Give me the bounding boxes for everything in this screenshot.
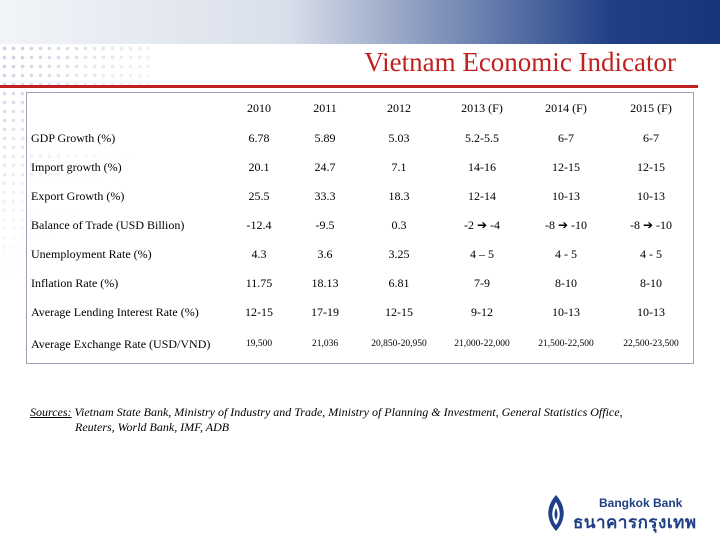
economic-indicator-table: 2010 2011 2012 2013 (F) 2014 (F) 2015 (F… [26, 92, 694, 361]
table-row: Average Lending Interest Rate (%) 12-15 17… [26, 298, 694, 327]
table-cell: 10-13 [608, 182, 694, 211]
table-cell: 8-10 [640, 276, 662, 290]
row-label: Average Lending Interest Rate (%) [26, 298, 226, 327]
row-label: Export Growth (%) [26, 182, 226, 211]
table-cell: 21,000-22,000 [454, 339, 510, 349]
table-cell: 3.25 [358, 240, 440, 269]
table-cell: 6-7 [608, 124, 694, 153]
table-cell: 21,036 [311, 339, 339, 349]
table-cell: 6.78 [226, 124, 292, 153]
table-cell: 18.3 [358, 182, 440, 211]
table-cell: 4 - 5 [608, 240, 694, 269]
table-cell: -8 ➔ -10 [629, 218, 673, 232]
lotus-icon [548, 495, 564, 531]
table-cell: 19,500 [245, 339, 273, 349]
header-cell: 2013 (F) [440, 92, 524, 124]
table-cell: 25.5 [226, 182, 292, 211]
table-row: GDP Growth (%) 6.78 5.89 5.03 5.2-5.5 6-7 6-7 [26, 124, 694, 153]
row-label: Inflation Rate (%) [31, 276, 119, 290]
header-cell [26, 92, 226, 124]
sources-line-1: Vietnam State Bank, Ministry of Industry… [71, 405, 623, 419]
table-cell: 12-15 [358, 298, 440, 327]
table-cell: 7.1 [391, 160, 407, 174]
table-cell: 24.7 [314, 160, 336, 174]
sources-note: Sources: Vietnam State Bank, Ministry of… [30, 405, 670, 435]
table-cell: 11.75 [245, 276, 273, 290]
table-cell: 7-9 [474, 276, 490, 290]
table-cell: 6.81 [388, 276, 410, 290]
table-cell: 12-15 [637, 160, 665, 174]
table-cell: 20,850-20,950 [371, 339, 427, 349]
header-cell: 2014 (F) [524, 92, 608, 124]
table-cell: 21,500-22,500 [538, 339, 594, 349]
table-cell: 4 – 5 [440, 240, 524, 269]
table-cell: 33.3 [292, 182, 358, 211]
table-header-row: 2010 2011 2012 2013 (F) 2014 (F) 2015 (F… [26, 92, 694, 124]
table-row: Import growth (%) 20.1 24.7 7.1 14-16 12-15 12… [26, 153, 694, 182]
table-cell: 12-14 [440, 182, 524, 211]
table-row: Export Growth (%) 25.5 33.3 18.3 12-14 10-13 1… [26, 182, 694, 211]
table-cell: -2 ➔ -4 [463, 218, 501, 232]
table-cell: 17-19 [292, 298, 358, 327]
table-cell: 0.3 [391, 218, 407, 232]
table-cell: 12-15 [226, 298, 292, 327]
header-cell: 2010 [226, 92, 292, 124]
logo-text-english: Bangkok Bank [599, 496, 683, 510]
row-label: GDP Growth (%) [26, 124, 226, 153]
bangkok-bank-logo: Bangkok Bank ธนาคารกรุงเทพ [543, 494, 713, 534]
table-row: Balance of Trade (USD Billion) -12.4 -9.5 0… [26, 211, 694, 240]
table-cell: -12.4 [246, 218, 272, 232]
title-underline [0, 85, 698, 88]
table-cell: -9.5 [315, 218, 335, 232]
row-label: Balance of Trade (USD Billion) [31, 218, 185, 232]
table-cell: 5.2-5.5 [440, 124, 524, 153]
table-cell: 10-13 [608, 298, 694, 327]
header-cell: 2011 [292, 92, 358, 124]
table-cell: 3.6 [292, 240, 358, 269]
table-cell: 14-16 [468, 160, 496, 174]
table-cell: 22,500-23,500 [623, 339, 679, 349]
row-label: Import growth (%) [31, 160, 122, 174]
header-cell: 2012 [358, 92, 440, 124]
row-label: Average Exchange Rate (USD/VND) [31, 336, 211, 351]
table-cell: 18.13 [311, 276, 339, 290]
table-row: Average Exchange Rate (USD/VND) 19,500 21,… [26, 327, 694, 361]
table-cell: 10-13 [524, 298, 608, 327]
logo-text-thai: ธนาคารกรุงเทพ [573, 513, 697, 532]
table-cell: 8-10 [555, 276, 577, 290]
table-cell: 6-7 [524, 124, 608, 153]
decorative-dot-pattern [0, 44, 150, 274]
sources-line-2: Reuters, World Bank, IMF, ADB [75, 420, 230, 434]
table-cell: 5.03 [358, 124, 440, 153]
row-label: Unemployment Rate (%) [26, 240, 226, 269]
table-cell: 9-12 [440, 298, 524, 327]
table-cell: 10-13 [524, 182, 608, 211]
table-cell: 5.89 [292, 124, 358, 153]
slide-title: Vietnam Economic Indicator [364, 47, 676, 77]
table-cell: 4.3 [226, 240, 292, 269]
table-cell: 12-15 [552, 160, 580, 174]
header-band [0, 0, 720, 44]
header-cell: 2015 (F) [608, 92, 694, 124]
table-cell: 20.1 [248, 160, 270, 174]
table-row: Inflation Rate (%) 11.75 18.13 6.81 7-9 8-10 8… [26, 269, 694, 298]
table-cell: 4 - 5 [524, 240, 608, 269]
table-cell: -8 ➔ -10 [544, 218, 588, 232]
sources-label: Sources: [30, 405, 72, 419]
